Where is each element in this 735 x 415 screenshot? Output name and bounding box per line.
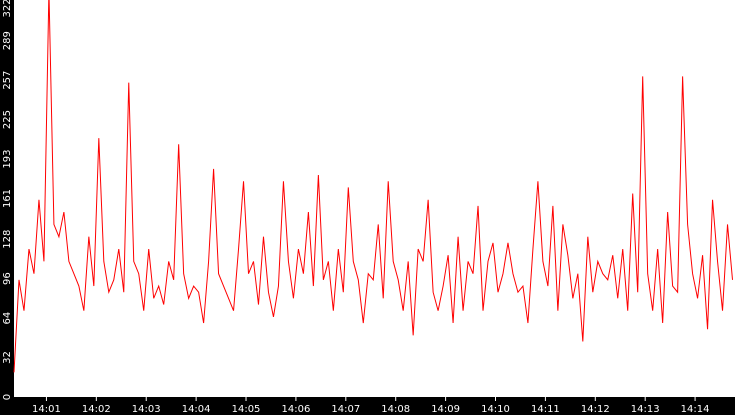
y-tick-label: 257 <box>2 71 13 90</box>
y-tick-label: 161 <box>2 189 13 208</box>
x-tick-label: 14:09 <box>431 404 460 415</box>
y-tick-label: 96 <box>2 272 13 285</box>
plot-area <box>14 0 735 397</box>
x-tick-label: 14:01 <box>32 404 61 415</box>
x-tick-label: 14:07 <box>331 404 360 415</box>
x-tick-label: 14:13 <box>631 404 660 415</box>
x-tick-label: 14:04 <box>182 404 211 415</box>
x-axis-tick-labels: 14:01 14:02 14:03 14:04 14:05 14:06 14:07 14:08… <box>32 404 709 415</box>
y-tick-label: 225 <box>2 110 13 129</box>
x-tick-label: 14:14 <box>681 404 710 415</box>
x-tick-label: 14:05 <box>232 404 261 415</box>
y-tick-label: 32 <box>2 351 13 364</box>
y-tick-label: 193 <box>2 149 13 168</box>
y-axis-tick-labels: 0 32 64 96 128 161 193 225 257 289 322 <box>2 0 13 400</box>
x-tick-label: 14:11 <box>531 404 560 415</box>
x-tick-label: 14:06 <box>281 404 310 415</box>
x-tick-label: 14:03 <box>132 404 161 415</box>
x-tick-label: 14:02 <box>82 404 111 415</box>
x-tick-label: 14:12 <box>581 404 610 415</box>
series-line <box>13 0 734 373</box>
y-tick-label: 322 <box>2 0 13 18</box>
x-tick-label: 14:08 <box>381 404 410 415</box>
x-tick-label: 14:10 <box>481 404 510 415</box>
x-axis-tick-marks <box>45 397 696 401</box>
y-tick-label: 289 <box>2 31 13 50</box>
y-tick-label: 128 <box>2 230 13 249</box>
y-tick-label: 0 <box>2 394 13 400</box>
y-tick-label: 64 <box>2 312 13 325</box>
